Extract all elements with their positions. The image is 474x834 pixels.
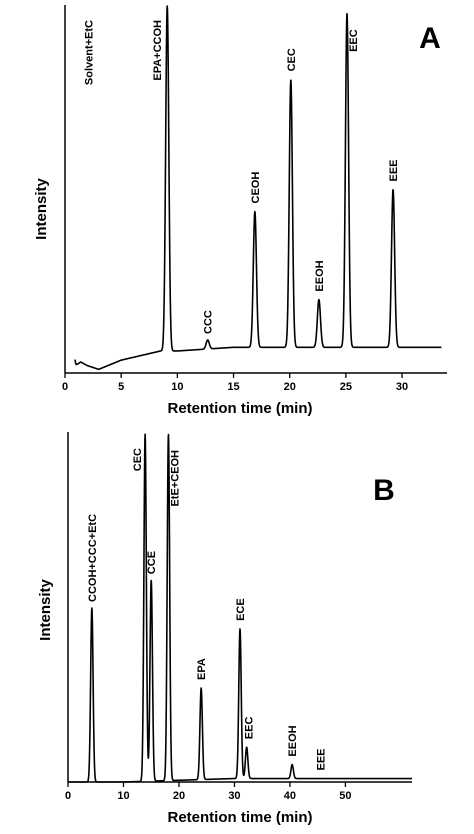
x-tick-label: 0 [65, 790, 71, 802]
panel-a-y-axis-label: Intensity [33, 178, 50, 240]
panel-b-trace [67, 433, 413, 783]
x-tick-label: 10 [117, 790, 129, 802]
peak-label: EEC [244, 717, 256, 740]
panel-a-peak-labels: Solvent+EtC EPA+CCOH CCC CEOH CEC EEOH EEC EEE [84, 20, 401, 334]
peak-label: CEC [132, 448, 144, 471]
peak-label: EtE+CEOH [169, 450, 181, 507]
peak-label: EEOH [287, 725, 299, 756]
panel-b-label: B [373, 474, 395, 507]
peak-label: CEC [286, 48, 298, 71]
panel-b-ticks: 0 10 20 30 40 50 [65, 782, 352, 802]
peak-label: CCOH+CCC+EtC [87, 514, 99, 602]
peak-label: EEE [316, 748, 328, 770]
x-tick-label: 25 [340, 381, 352, 393]
chromatogram-panel-b: 0 10 20 30 40 50 CCOH+CCC+EtC CEC CCE EtE+CEOH EP… [37, 432, 413, 826]
panel-a-label: A [419, 22, 441, 55]
x-tick-label: 15 [227, 381, 239, 393]
peak-label: EEC [348, 29, 360, 52]
peak-label: EPA+CCOH [152, 20, 164, 81]
x-tick-label: 0 [62, 381, 68, 393]
panel-a-ticks: 0 5 10 15 20 25 30 [62, 373, 408, 393]
x-tick-label: 20 [284, 381, 296, 393]
peak-label: EPA [196, 658, 208, 680]
peak-label: EEOH [314, 260, 326, 291]
x-tick-label: 20 [173, 790, 185, 802]
peak-label: CCE [146, 551, 158, 574]
x-tick-label: 5 [118, 381, 124, 393]
x-tick-label: 40 [284, 790, 296, 802]
peak-label: CEOH [250, 172, 262, 204]
peak-label: ECE [235, 598, 247, 621]
x-tick-label: 10 [171, 381, 183, 393]
x-tick-label: 30 [228, 790, 240, 802]
panel-b-peak-labels: CCOH+CCC+EtC CEC CCE EtE+CEOH EPA ECE EEC EEOH E… [87, 448, 328, 771]
x-tick-label: 50 [339, 790, 351, 802]
panel-b-x-axis-label: Retention time (min) [168, 809, 313, 826]
panel-b-y-axis-label: Intensity [37, 579, 54, 641]
peak-label: Solvent+EtC [84, 20, 96, 85]
peak-label: EEE [388, 159, 400, 181]
panel-a-trace [74, 5, 442, 371]
chromatogram-panel-a: 0 5 10 15 20 25 30 Solvent+EtC EPA+CCOH CCC CEOH C… [33, 5, 447, 417]
x-tick-label: 30 [396, 381, 408, 393]
panel-a-x-axis-label: Retention time (min) [168, 400, 313, 417]
peak-label: CCC [203, 310, 215, 334]
